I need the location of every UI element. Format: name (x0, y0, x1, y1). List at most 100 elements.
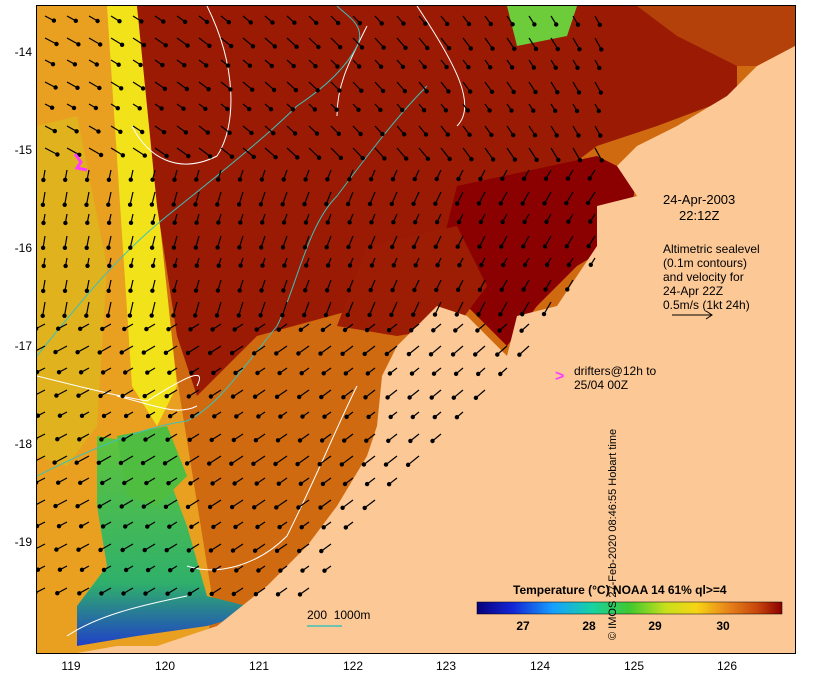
velocity-arrow-head (364, 327, 370, 333)
velocity-arrow-head (542, 244, 548, 249)
velocity-arrow-head (281, 288, 286, 293)
velocity-arrow-head (337, 88, 342, 93)
velocity-arrow-head (466, 21, 472, 27)
velocity-arrow-head (544, 262, 550, 268)
velocity-arrow-head (56, 524, 62, 529)
velocity-arrow-head (227, 130, 232, 136)
velocity-arrow-head (163, 43, 168, 48)
velocity-arrow-head (78, 480, 83, 485)
velocity-arrow-head (534, 157, 539, 162)
velocity-arrow-head (123, 567, 129, 573)
velocity-arrow-head (490, 157, 496, 162)
velocity-arrow-head (246, 106, 252, 112)
velocity-arrow (110, 147, 124, 156)
velocity-arrow (76, 455, 90, 464)
velocity-arrow-head (51, 18, 57, 23)
velocity-arrow-head (229, 154, 235, 159)
velocity-arrow-head (342, 438, 347, 443)
velocity-arrow-head (412, 176, 417, 182)
velocity-arrow-head (294, 44, 299, 50)
velocity-arrow-head (96, 129, 101, 134)
velocity-arrow (151, 301, 156, 316)
velocity-arrow-head (380, 88, 386, 94)
velocity-arrow-head (71, 105, 77, 111)
velocity-arrow-head (76, 393, 81, 398)
velocity-arrow-head (149, 313, 154, 318)
velocity-arrow-head (318, 351, 323, 356)
velocity-arrow-head (599, 47, 604, 52)
velocity-arrow (412, 301, 420, 315)
velocity-arrow (37, 499, 46, 505)
velocity-arrow-head (316, 44, 321, 50)
velocity-arrow-head (189, 414, 195, 419)
velocity-arrow-head (76, 547, 81, 552)
velocity-arrow (456, 301, 464, 315)
velocity-arrow-head (75, 350, 80, 355)
velocity-arrow-head (189, 370, 194, 375)
velocity-arrow-head (167, 568, 173, 573)
velocity-arrow-head (382, 156, 387, 161)
velocity-arrow-head (411, 312, 416, 317)
velocity-arrow-head (446, 46, 452, 51)
velocity-arrow-head (401, 21, 406, 26)
velocity-arrow-head (207, 43, 212, 49)
velocity-arrow-head (476, 371, 481, 377)
velocity-arrow-head (141, 42, 147, 48)
velocity-arrow-head (40, 202, 46, 207)
velocity-arrow-head (193, 288, 199, 293)
velocity-arrow-head (186, 548, 191, 553)
velocity-arrow-head (447, 156, 452, 162)
velocity-arrow-head (455, 287, 461, 292)
velocity-arrow-head (101, 567, 107, 573)
velocity-arrow-head (335, 20, 341, 26)
velocity-arrow-head (575, 65, 580, 71)
velocity-arrow (154, 147, 167, 157)
velocity-arrow-head (428, 352, 434, 357)
velocity-arrow-head (314, 20, 319, 26)
velocity-arrow-head (411, 201, 416, 206)
velocity-arrow (303, 301, 310, 316)
velocity-arrow-head (192, 313, 198, 318)
velocity-arrow-head (319, 394, 324, 400)
isobath-label: 200 1000m (307, 608, 371, 622)
velocity-arrow-head (293, 87, 299, 93)
velocity-arrow-head (250, 44, 256, 49)
velocity-arrow-head (466, 65, 471, 70)
velocity-arrow-head (254, 327, 259, 332)
velocity-arrow-head (172, 263, 178, 268)
velocity-arrow-head (412, 287, 417, 293)
velocity-arrow-head (585, 200, 591, 206)
velocity-arrow-head (282, 263, 287, 268)
velocity-arrow-head (268, 106, 274, 112)
velocity-arrow-head (554, 22, 559, 27)
yellow-strip (107, 6, 177, 426)
sst-map-canvas (37, 6, 795, 653)
velocity-arrow-head (229, 350, 235, 356)
velocity-arrow-head (145, 370, 150, 375)
velocity-arrow-head (577, 157, 583, 163)
velocity-arrow-head (53, 503, 58, 509)
velocity-arrow-head (164, 153, 169, 159)
velocity-arrow-head (37, 480, 39, 485)
velocity-arrow-head (188, 481, 193, 486)
velocity-arrow-head (292, 131, 298, 136)
sst-map[interactable]: 24-Apr-2003 22:12Z Altimetric sealevel (… (36, 5, 796, 654)
velocity-arrow-head (468, 89, 473, 94)
velocity-arrow-head (215, 177, 221, 182)
velocity-arrow-head (544, 219, 549, 224)
velocity-arrow-head (553, 65, 558, 70)
velocity-arrow-head (62, 202, 67, 207)
velocity-arrow-head (500, 176, 505, 181)
velocity-arrow-head (142, 153, 148, 158)
velocity-arrow-head (203, 106, 208, 112)
velocity-arrow-head (402, 132, 407, 137)
velocity-arrow-head (203, 63, 209, 68)
velocity-arrow-head (453, 371, 459, 376)
velocity-arrow-head (322, 414, 327, 419)
velocity-arrow-head (166, 327, 171, 332)
velocity-arrow-head (161, 19, 166, 24)
velocity-arrow (176, 147, 189, 157)
velocity-arrow-head (389, 201, 394, 207)
velocity-arrow-head (357, 64, 362, 69)
velocity-arrow-head (338, 155, 344, 161)
